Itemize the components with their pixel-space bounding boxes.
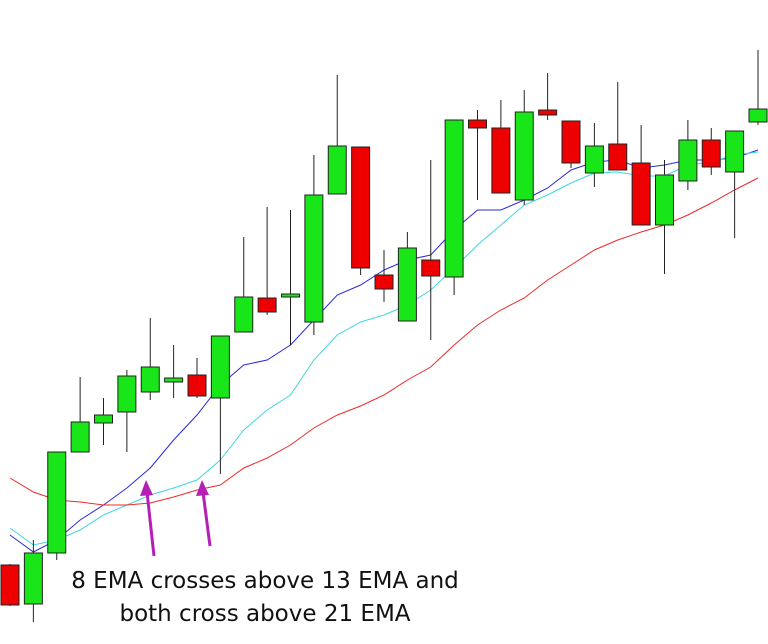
arrows	[140, 480, 212, 557]
arrow-head	[140, 480, 153, 496]
candle-body	[187, 374, 207, 397]
candle-body	[421, 259, 441, 277]
candle-body	[514, 111, 534, 201]
candle-body	[304, 194, 324, 323]
candle-body	[47, 451, 67, 554]
candle-body	[117, 375, 137, 413]
candle-body	[0, 564, 20, 606]
ema-line	[9, 177, 759, 506]
candle-body	[94, 414, 113, 424]
candle-body	[678, 139, 698, 182]
candle-body	[608, 143, 628, 171]
candle-body	[725, 130, 745, 173]
arrow-head	[196, 480, 209, 496]
arrow	[145, 491, 156, 557]
candle-body	[140, 366, 160, 393]
candle-body	[210, 335, 230, 399]
candle-body	[374, 274, 394, 290]
candle-body	[538, 109, 558, 116]
candle-body	[468, 119, 487, 129]
candle-body	[397, 247, 417, 322]
annotation: both cross above 21 EMA	[119, 601, 410, 627]
candle-body	[234, 296, 254, 333]
candle-body	[584, 145, 604, 174]
candle-body	[351, 146, 371, 269]
candle-body	[70, 421, 90, 453]
candle-body	[257, 297, 277, 313]
annotation: 8 EMA crosses above 13 EMA and	[71, 568, 459, 594]
candle-body	[748, 108, 768, 123]
candle-body	[444, 119, 464, 278]
candle-body	[701, 139, 721, 168]
candle-body	[327, 145, 347, 195]
candle-body	[281, 293, 300, 298]
candle-body	[491, 127, 511, 194]
candle-body	[23, 552, 43, 605]
candle-body	[164, 377, 184, 383]
candles	[0, 50, 768, 622]
candle-body	[655, 174, 674, 226]
candle-body	[561, 120, 581, 164]
arrow	[201, 491, 212, 547]
candle-body	[631, 162, 651, 226]
